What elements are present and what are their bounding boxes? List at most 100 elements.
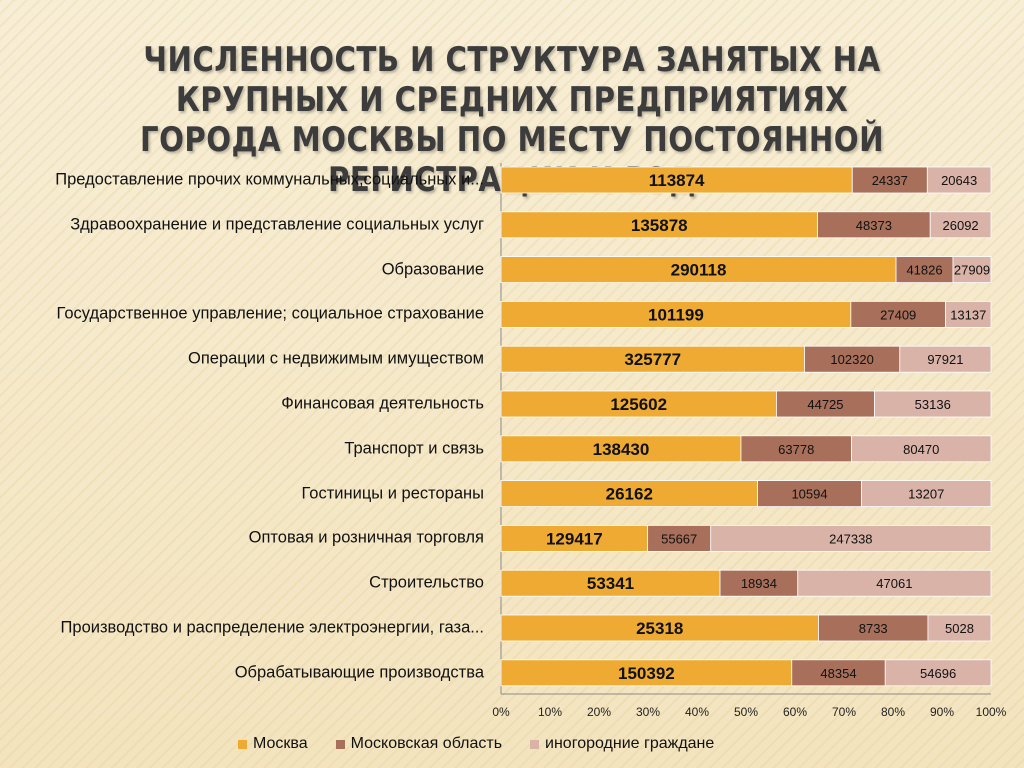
- x-tick-label: 60%: [783, 705, 807, 719]
- x-tick-label: 20%: [587, 705, 611, 719]
- data-label: 41826: [906, 263, 942, 278]
- category-label: Производство и распределение электроэнер…: [60, 618, 484, 637]
- bar-segment: [927, 614, 992, 642]
- bar-segment: [500, 614, 819, 642]
- category-label: Строительство: [369, 573, 484, 592]
- legend-item: иногородние граждане: [530, 735, 714, 753]
- data-label: 53136: [915, 397, 951, 412]
- bar-segment: [817, 211, 931, 239]
- data-label: 13207: [908, 487, 944, 502]
- bar-segment: [850, 300, 946, 328]
- bar-segment: [818, 614, 929, 642]
- data-label: 138430: [593, 440, 650, 459]
- data-label: 53341: [587, 574, 634, 593]
- bar-segment: [895, 256, 954, 284]
- bar-segment: [797, 569, 992, 597]
- data-label: 101199: [648, 305, 704, 324]
- bar-segment: [500, 256, 897, 284]
- bar-segment: [791, 659, 886, 687]
- data-label: 247338: [829, 531, 872, 546]
- bar-segment: [776, 390, 875, 418]
- legend: Москва Московская область иногородние граж…: [238, 734, 742, 754]
- x-tick-label: 30%: [636, 705, 660, 719]
- bar-segment: [861, 480, 992, 508]
- data-label: 102320: [830, 352, 873, 367]
- bar-segment: [945, 300, 992, 328]
- bar-segment: [851, 435, 992, 463]
- data-label: 129417: [546, 529, 603, 548]
- bar-segment: [757, 480, 862, 508]
- bar-segment: [874, 390, 992, 418]
- data-label: 48373: [856, 218, 892, 233]
- data-label: 290118: [671, 261, 727, 280]
- bar-segment: [884, 659, 992, 687]
- data-label: 26092: [943, 218, 979, 233]
- legend-swatch: [335, 739, 345, 749]
- legend-swatch: [530, 739, 540, 749]
- bar-segment: [500, 390, 777, 418]
- data-label: 125602: [610, 395, 667, 414]
- category-label: Здравоохранение и представление социальн…: [70, 215, 484, 234]
- data-label: 13137: [950, 307, 986, 322]
- x-tick-label: 90%: [930, 705, 954, 719]
- data-label: 80470: [903, 442, 939, 457]
- bar-segment: [500, 166, 853, 194]
- bar-segment: [500, 435, 742, 463]
- data-label: 150392: [618, 664, 675, 683]
- bar-segment: [719, 569, 799, 597]
- category-label: Оптовая и розничная торговля: [248, 528, 484, 547]
- bar-segment: [500, 300, 852, 328]
- bar-segment: [926, 166, 992, 194]
- category-label: Обрабатывающие производства: [234, 663, 484, 682]
- bar-segment: [647, 525, 712, 552]
- bar-segment: [899, 345, 992, 373]
- data-label: 48354: [820, 666, 856, 681]
- data-label: 25318: [636, 619, 683, 638]
- x-tick-label: 10%: [538, 705, 562, 719]
- data-label: 54696: [920, 666, 956, 681]
- x-tick-label: 70%: [832, 705, 856, 719]
- bar-segment: [500, 480, 758, 508]
- data-label: 113874: [649, 171, 705, 190]
- category-label: Государственное управление; социальное с…: [56, 304, 484, 323]
- data-label: 8733: [859, 621, 888, 636]
- x-tick-label: 50%: [734, 705, 758, 719]
- bar-segment: [500, 659, 793, 687]
- data-label: 24337: [872, 173, 908, 188]
- legend-item: Москва: [238, 735, 308, 753]
- data-label: 27909: [954, 263, 990, 278]
- data-label: 27409: [880, 307, 916, 322]
- data-label: 26162: [606, 485, 653, 504]
- data-label: 55667: [661, 531, 697, 546]
- data-label: 10594: [791, 487, 827, 502]
- bar-segment: [500, 345, 805, 373]
- bar-segment: [952, 256, 992, 284]
- bar-segment: [740, 435, 852, 463]
- data-label: 47061: [876, 576, 912, 591]
- legend-label: Московская область: [350, 735, 503, 752]
- data-label: 325777: [624, 350, 681, 369]
- legend-swatch: [238, 739, 247, 749]
- x-tick-label: 80%: [881, 705, 905, 719]
- data-label: 18934: [741, 576, 777, 591]
- data-label: 135878: [631, 216, 688, 235]
- bar-segment: [804, 345, 901, 373]
- category-label: Гостиницы и рестораны: [301, 484, 484, 503]
- category-label: Образование: [381, 260, 484, 279]
- bar-segment: [710, 525, 992, 552]
- x-tick-label: 40%: [685, 705, 709, 719]
- category-labels: Предоставление прочих коммунальных,социа…: [0, 0, 500, 700]
- bar-segment: [500, 525, 649, 552]
- data-label: 44725: [807, 397, 843, 412]
- data-label: 5028: [945, 621, 974, 636]
- category-label: Транспорт и связь: [344, 439, 484, 458]
- legend-item: Московская область: [335, 735, 503, 753]
- bar-segment: [851, 166, 928, 194]
- bar-segment: [929, 211, 992, 239]
- category-label: Предоставление прочих коммунальных,социа…: [55, 170, 484, 189]
- bar-segment: [500, 569, 721, 597]
- x-tick-label: 0%: [492, 705, 510, 719]
- category-label: Операции с недвижимым имуществом: [188, 349, 484, 368]
- data-label: 97921: [927, 352, 963, 367]
- data-label: 63778: [778, 442, 814, 457]
